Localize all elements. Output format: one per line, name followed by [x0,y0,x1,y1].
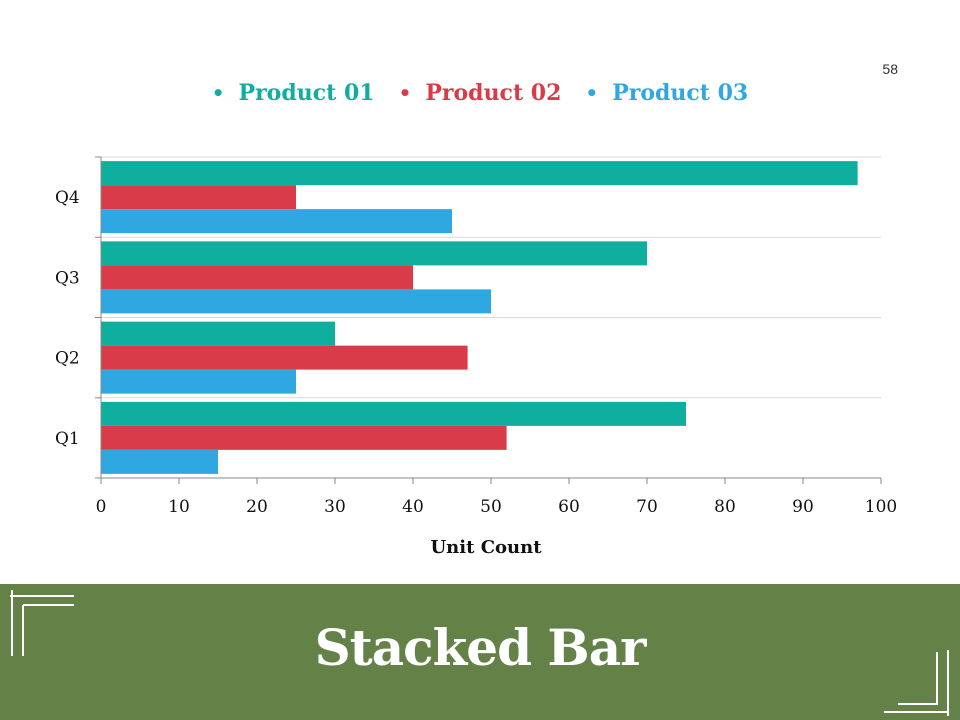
legend-label: Product 01 [238,80,375,106]
legend-item-product-01: • Product 01 [212,80,375,106]
slide-title: Stacked Bar [314,618,647,677]
y-tick-label: Q4 [55,188,80,208]
x-tick-label: 70 [636,497,658,517]
legend-bullet-icon: • [398,81,412,105]
bar-q4-series-3 [101,209,452,234]
bar-q1-series-1 [101,401,686,426]
legend-bullet-icon: • [211,81,225,105]
x-tick-label: 20 [246,497,268,517]
legend-label: Product 03 [612,80,749,106]
bar-q4-series-2 [101,185,296,210]
x-tick-label: 100 [865,497,897,517]
legend-bullet-icon: • [585,81,599,105]
bar-q1-series-2 [101,425,507,450]
bar-q3-series-3 [101,289,491,314]
corner-bracket-bottom-right-icon [884,650,949,716]
bar-q4-series-1 [101,161,858,186]
x-tick-label: 50 [480,497,502,517]
bar-chart: Q1 Q2 Q3 Q4 0 10 20 30 40 50 60 70 80 90 100 Unit Count [55,156,897,558]
legend-label: Product 02 [425,80,562,106]
page-number: 58 [882,61,898,77]
y-tick-label: Q2 [55,349,80,369]
chart-legend: • Product 01 • Product 02 • Product 03 [0,80,960,106]
x-tick-label: 40 [402,497,424,517]
footer-banner: Stacked Bar [0,584,960,720]
x-tick-label: 0 [96,497,107,517]
legend-item-product-02: • Product 02 [399,80,562,106]
bar-q2-series-2 [101,345,468,370]
x-axis-title: Unit Count [430,537,542,558]
bar-q2-series-1 [101,321,335,346]
y-tick-label: Q1 [55,429,80,449]
bar-q3-series-1 [101,241,647,266]
corner-bracket-top-left-icon [10,590,74,656]
y-tick-label: Q3 [55,268,80,288]
bar-q1-series-3 [101,449,218,474]
x-tick-label: 10 [168,497,190,517]
x-tick-label: 80 [714,497,736,517]
legend-item-product-03: • Product 03 [585,80,748,106]
bar-q3-series-2 [101,265,413,290]
x-tick-label: 60 [558,497,580,517]
x-tick-label: 30 [324,497,346,517]
x-tick-label: 90 [792,497,814,517]
bar-q2-series-3 [101,369,296,394]
